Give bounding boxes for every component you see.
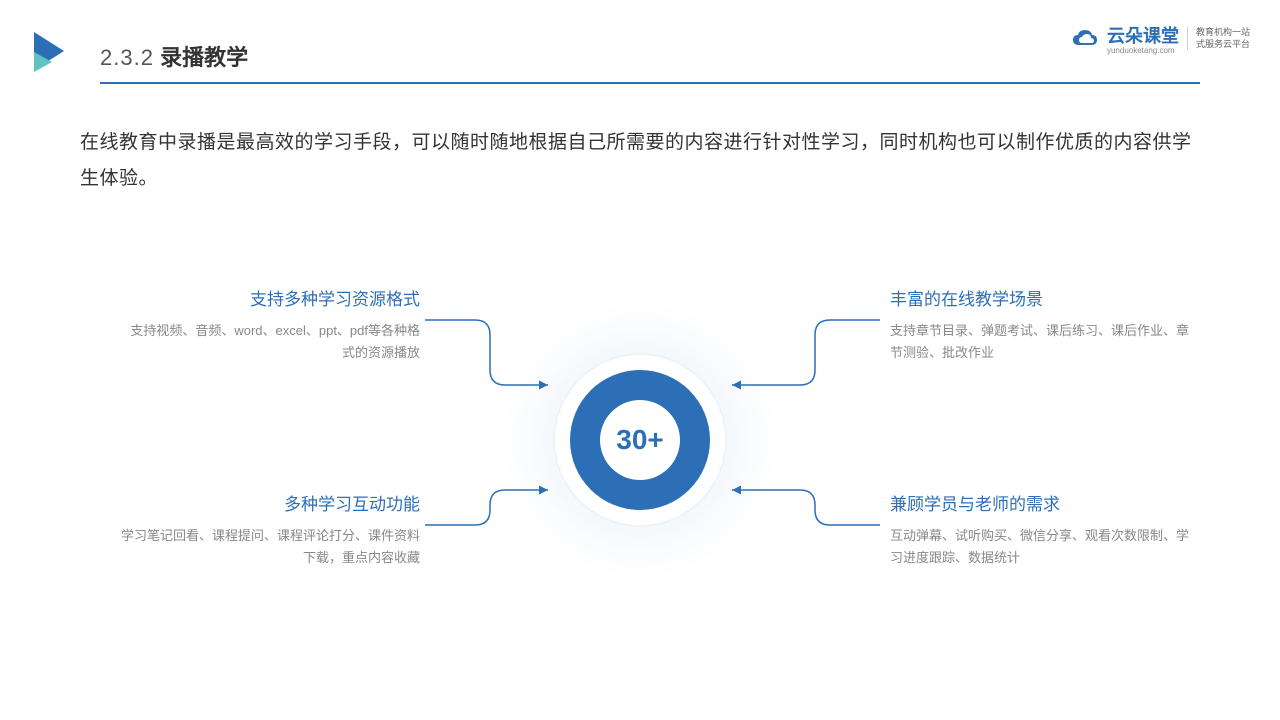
- feature-title: 兼顾学员与老师的需求: [890, 490, 1190, 515]
- feature-desc: 学习笔记回看、课程提问、课程评论打分、课件资料下载，重点内容收藏: [120, 525, 420, 569]
- play-arrow-icon: [30, 30, 72, 77]
- feature-bottom-right: 兼顾学员与老师的需求 互动弹幕、试听购买、微信分享、观看次数限制、学习进度跟踪、…: [890, 490, 1190, 569]
- feature-diagram: 30+ 支持多种学习资源格式 支持视频、音频、word、excel、ppt、pd…: [0, 260, 1280, 620]
- feature-desc: 互动弹幕、试听购买、微信分享、观看次数限制、学习进度跟踪、数据统计: [890, 525, 1190, 569]
- slide-header: 2.3.2 录播教学 云朵课堂 yunduoketang.com 教育机构一站 …: [0, 30, 1280, 90]
- title-underline: [100, 82, 1200, 84]
- feature-title: 丰富的在线教学场景: [890, 285, 1190, 310]
- ring-inner: 30+: [600, 400, 680, 480]
- feature-title: 支持多种学习资源格式: [120, 285, 420, 310]
- brand-logo: 云朵课堂 yunduoketang.com 教育机构一站 式服务云平台: [1071, 22, 1250, 55]
- feature-top-right: 丰富的在线教学场景 支持章节目录、弹题考试、课后练习、课后作业、章节测验、批改作…: [890, 285, 1190, 364]
- logo-subtitle: yunduoketang.com: [1107, 46, 1179, 55]
- logo-brand-name: 云朵课堂: [1107, 22, 1179, 48]
- tagline-line2: 式服务云平台: [1196, 39, 1250, 51]
- cloud-icon: [1071, 29, 1099, 49]
- feature-desc: 支持视频、音频、word、excel、ppt、pdf等各种格式的资源播放: [120, 320, 420, 364]
- section-name: 录播教学: [160, 45, 248, 70]
- logo-tagline: 教育机构一站 式服务云平台: [1187, 27, 1250, 50]
- section-number: 2.3.2: [100, 45, 154, 70]
- feature-top-left: 支持多种学习资源格式 支持视频、音频、word、excel、ppt、pdf等各种…: [120, 285, 420, 364]
- center-value: 30+: [616, 424, 664, 456]
- feature-title: 多种学习互动功能: [120, 490, 420, 515]
- logo-text-block: 云朵课堂 yunduoketang.com: [1107, 22, 1179, 55]
- section-title: 2.3.2 录播教学: [100, 40, 248, 72]
- intro-paragraph: 在线教育中录播是最高效的学习手段，可以随时随地根据自己所需要的内容进行针对性学习…: [80, 125, 1200, 197]
- feature-desc: 支持章节目录、弹题考试、课后练习、课后作业、章节测验、批改作业: [890, 320, 1190, 364]
- feature-bottom-left: 多种学习互动功能 学习笔记回看、课程提问、课程评论打分、课件资料下载，重点内容收…: [120, 490, 420, 569]
- tagline-line1: 教育机构一站: [1196, 27, 1250, 39]
